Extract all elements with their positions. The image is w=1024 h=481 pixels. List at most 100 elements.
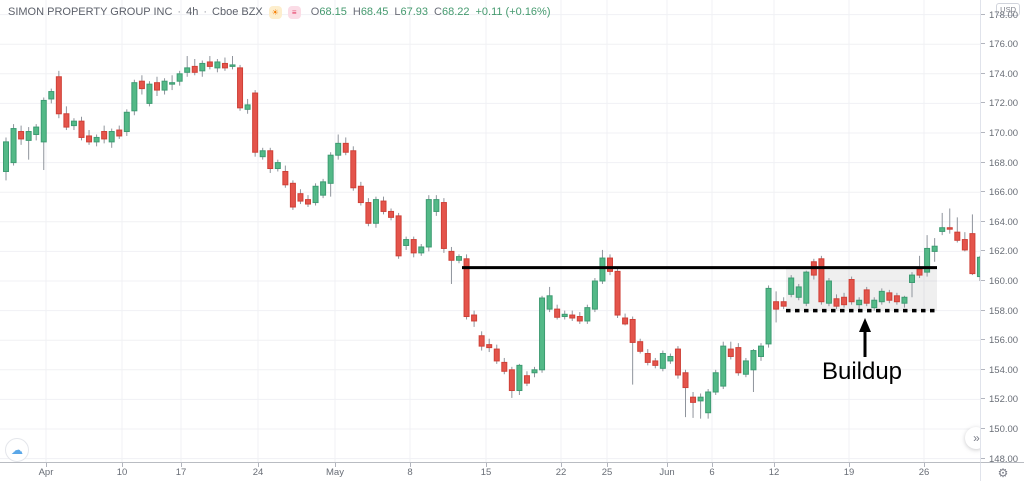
candle-body (561, 313, 568, 318)
candle-body (795, 286, 802, 298)
candle-body (539, 297, 546, 371)
price-tick: 158.00 (981, 306, 1024, 317)
candlestick-chart[interactable] (0, 0, 980, 462)
symbol-name[interactable]: SIMON PROPERTY GROUP INC (8, 6, 173, 18)
collapse-panel-button[interactable]: » (965, 427, 980, 449)
candle-body (501, 361, 508, 372)
candle-body (70, 120, 77, 127)
candle-body (607, 257, 613, 272)
time-tick: Jun (659, 467, 675, 478)
candle-body (961, 239, 968, 251)
candle-body (493, 348, 500, 362)
open-value: 68.15 (319, 6, 347, 18)
price-tick: 166.00 (981, 187, 1024, 198)
candle-body (410, 239, 417, 254)
candle-body (380, 200, 387, 212)
candle-body (297, 193, 304, 202)
candle-body (221, 62, 228, 69)
time-tick-mark (774, 463, 775, 467)
time-tick-mark (410, 463, 411, 467)
candle-body (282, 170, 289, 186)
candle-body (18, 131, 25, 140)
menu-badge-icon[interactable]: ≡ (287, 5, 301, 19)
buildup-arrow-head (859, 318, 871, 332)
candle-body (969, 233, 976, 275)
high-value: 68.45 (360, 6, 389, 18)
candle-body (161, 80, 168, 91)
time-tick: 17 (175, 467, 187, 478)
candle-body (342, 142, 349, 153)
candle-body (674, 348, 681, 376)
cloud-logo-icon: ☁ (11, 443, 23, 457)
candle-body (924, 247, 931, 273)
candle-body (259, 150, 266, 158)
interval-value[interactable]: 4h (186, 6, 199, 18)
time-tick: 15 (480, 467, 492, 478)
candle-body (516, 364, 523, 392)
candle-body (531, 369, 538, 374)
candle-body (916, 268, 923, 276)
candle-body (682, 372, 689, 389)
axis-settings-corner: ⚙ (980, 462, 1024, 481)
candle-body (395, 215, 402, 257)
candle-body (523, 375, 530, 384)
time-tick: 10 (116, 467, 128, 478)
candle-body (780, 301, 787, 307)
exchange-name[interactable]: Cboe BZX (212, 6, 263, 18)
price-axis[interactable]: USD 178.00 176.00 174.00 172.00 170.00 168.00… (980, 0, 1024, 465)
candle-body (456, 256, 462, 261)
currency-badge[interactable]: USD (996, 3, 1020, 16)
legend-separator: · (177, 6, 182, 18)
close-value: 68.22 (441, 6, 470, 18)
candle-body (206, 61, 213, 67)
candle-body (735, 347, 742, 374)
candle-body (644, 353, 651, 363)
candle-body (584, 307, 591, 322)
candle-body (773, 301, 780, 310)
candle-body (803, 271, 810, 304)
candle-body (758, 345, 764, 357)
candle-body (788, 277, 795, 295)
candle-body (863, 289, 870, 304)
candle-body (93, 136, 100, 143)
candle-body (433, 199, 440, 212)
tradingview-logo-button[interactable]: ☁ (5, 438, 29, 462)
candle-body (116, 129, 123, 137)
candle-body (131, 82, 138, 112)
open-label: O (310, 6, 320, 18)
gear-icon[interactable]: ⚙ (997, 465, 1009, 480)
candle-body (154, 82, 160, 91)
candle-body (508, 369, 515, 392)
time-tick: 26 (918, 467, 930, 478)
candle-body (108, 131, 115, 143)
candle-body (267, 150, 274, 170)
candle-body (931, 245, 938, 252)
chart-pane[interactable]: SIMON PROPERTY GROUP INC · 4h · Cboe BZX… (0, 0, 980, 462)
low-value: 67.93 (400, 6, 428, 18)
candle-body (599, 257, 606, 282)
candle-body (335, 142, 342, 156)
price-tick: 174.00 (981, 69, 1024, 80)
candle-body (365, 202, 372, 224)
change-value: +0.11 (+0.16%) (475, 6, 551, 18)
candle-body (727, 348, 734, 357)
candle-body (3, 141, 9, 172)
candle-body (554, 308, 561, 318)
candle-body (825, 280, 832, 304)
price-tick: 150.00 (981, 424, 1024, 435)
candle-body (471, 314, 478, 322)
time-axis[interactable]: Apr 10 17 24 May 8 15 22 25 Jun 6 12 19 26 (0, 462, 980, 481)
candle-body (569, 314, 576, 319)
sun-badge-icon[interactable]: ☀ (268, 5, 282, 19)
price-tick: 154.00 (981, 365, 1024, 376)
candle-body (289, 182, 296, 208)
candle-body (176, 73, 183, 82)
candle-body (229, 64, 236, 67)
candle-body (939, 227, 946, 232)
price-tick: 164.00 (981, 217, 1024, 228)
time-tick: 22 (555, 467, 567, 478)
price-tick: 178.00 (981, 10, 1024, 21)
time-tick-mark (667, 463, 668, 467)
candle-body (86, 135, 93, 143)
low-label: L (394, 6, 401, 18)
